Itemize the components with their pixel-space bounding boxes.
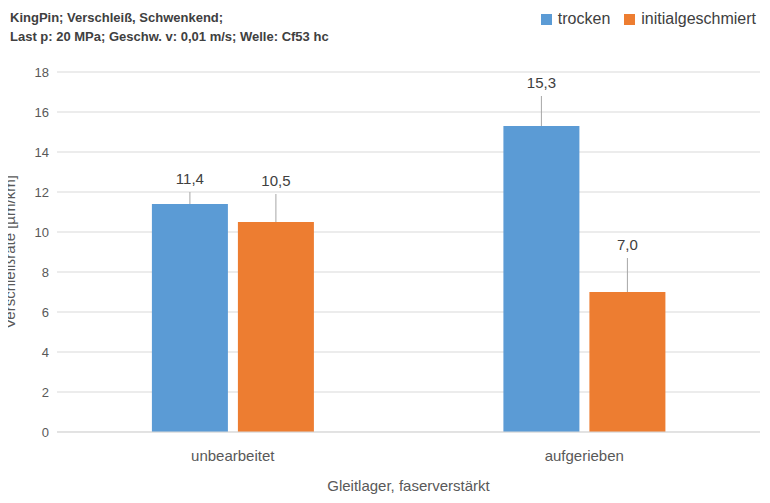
svg-text:2: 2 (42, 385, 49, 400)
svg-text:6: 6 (42, 305, 49, 320)
svg-text:0: 0 (42, 425, 49, 440)
svg-text:unbearbeitet: unbearbeitet (191, 447, 275, 464)
svg-text:Verschleißrate [µm/km]: Verschleißrate [µm/km] (8, 175, 18, 329)
html-text:Last p: 20 MPa; Geschw. v: 0,0: Last p: 20 MPa; Geschw. v: 0,01 m/s; Wel… (10, 29, 329, 44)
svg-text:Gleitlager, faserverstärkt: Gleitlager, faserverstärkt (327, 477, 490, 494)
html-text:initialgeschmiert: initialgeschmiert (641, 10, 756, 27)
html-text:trocken: trocken (557, 10, 611, 27)
svg-text:aufgerieben: aufgerieben (545, 447, 624, 464)
svg-text:4: 4 (42, 345, 49, 360)
svg-text:18: 18 (35, 65, 49, 80)
svg-text:15,3: 15,3 (527, 74, 556, 91)
html-text:KingPin; Verschleiß, Schwenken: KingPin; Verschleiß, Schwenkend; (10, 10, 224, 25)
svg-text:8: 8 (42, 265, 49, 280)
svg-text:10: 10 (35, 225, 49, 240)
svg-text:7,0: 7,0 (617, 236, 638, 253)
svg-text:11,4: 11,4 (176, 170, 204, 187)
svg-text:14: 14 (35, 145, 49, 160)
svg-text:12: 12 (35, 185, 49, 200)
svg-text:16: 16 (35, 105, 49, 120)
svg-text:10,5: 10,5 (261, 172, 290, 189)
